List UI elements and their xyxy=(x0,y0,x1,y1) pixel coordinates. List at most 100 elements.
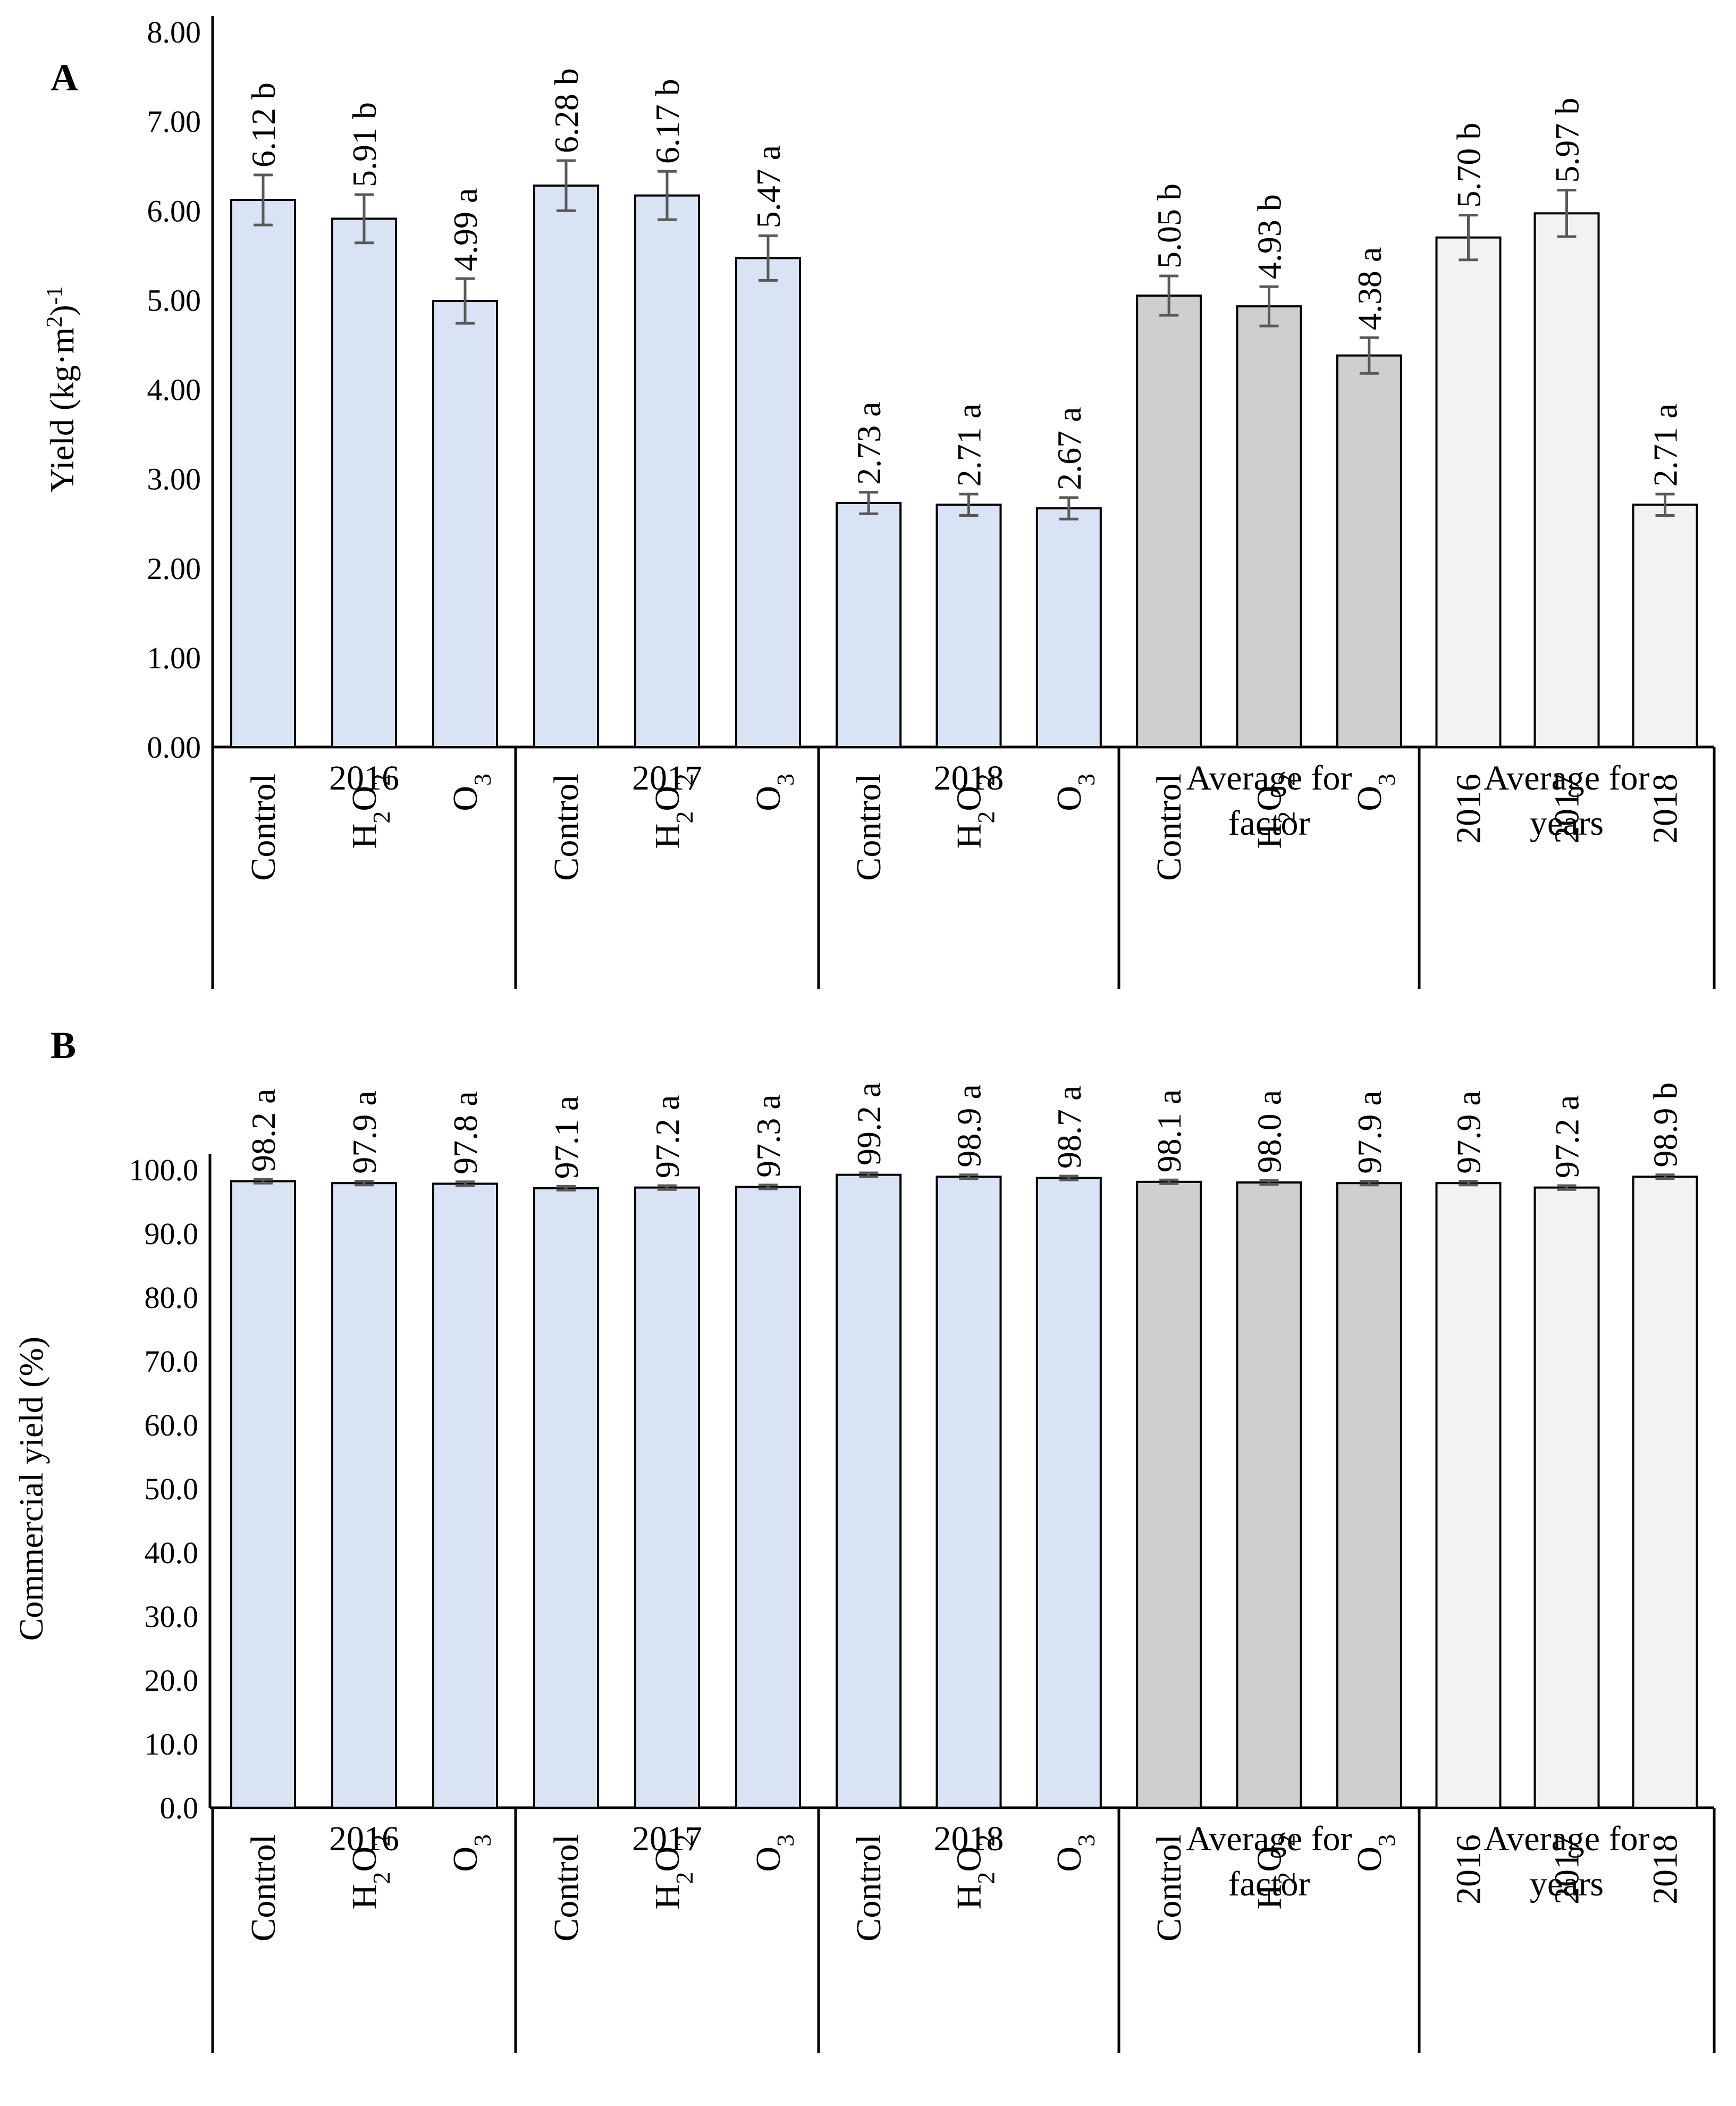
category-label: Control xyxy=(547,1834,586,1942)
category-label: H2O2 xyxy=(1250,1834,1300,1909)
data-label: 5.47 a xyxy=(749,145,787,228)
data-label: 98.9 b xyxy=(1647,1083,1684,1168)
group-label: 2017 xyxy=(632,759,702,798)
data-label: 97.1 a xyxy=(547,1096,585,1179)
data-label: 6.12 b xyxy=(245,82,282,167)
bar xyxy=(1632,1176,1698,1809)
bar xyxy=(1533,1186,1600,1809)
data-label: 5.05 b xyxy=(1150,183,1188,269)
bar xyxy=(533,184,599,748)
category-label: O3 xyxy=(749,1834,799,1872)
data-label: 97.9 a xyxy=(345,1090,383,1173)
bar xyxy=(735,257,801,748)
y-tick-label: 80.0 xyxy=(145,1280,199,1315)
data-label: 5.91 b xyxy=(345,102,383,187)
category-label: H2O2 xyxy=(345,774,395,849)
bar xyxy=(936,504,1002,748)
y-tick-label: 100.0 xyxy=(129,1153,199,1187)
y-tick-label: 50.0 xyxy=(145,1472,199,1506)
data-label: 5.70 b xyxy=(1450,123,1488,208)
panel-label: B xyxy=(50,1024,76,1067)
data-label: 2.71 a xyxy=(950,404,988,486)
y-tick-label: 5.00 xyxy=(147,283,201,317)
y-tick-label: 6.00 xyxy=(147,194,201,228)
data-label: 4.99 a xyxy=(446,188,484,271)
group-label: Average for xyxy=(1186,1819,1352,1858)
bar xyxy=(836,502,902,748)
group-label: 2017 xyxy=(632,1819,702,1858)
data-label: 98.2 a xyxy=(245,1089,282,1172)
data-label: 4.93 b xyxy=(1251,194,1288,279)
data-label: 97.3 a xyxy=(749,1094,787,1177)
category-label: O3 xyxy=(1050,774,1100,811)
bar xyxy=(1435,1182,1502,1809)
bar xyxy=(230,199,296,749)
bar xyxy=(1236,305,1302,748)
data-label: 2.67 a xyxy=(1050,407,1088,490)
category-label: H2O2 xyxy=(345,1834,395,1909)
y-tick-label: 30.0 xyxy=(145,1599,199,1634)
y-tick-label: 90.0 xyxy=(145,1216,199,1251)
category-label: Control xyxy=(244,774,283,881)
group-label: Average for xyxy=(1186,759,1352,798)
category-label: O3 xyxy=(1350,774,1400,811)
data-label: 98.1 a xyxy=(1150,1089,1188,1172)
bar xyxy=(432,300,498,748)
y-axis-label: Commercial yield (%) xyxy=(12,1337,50,1641)
bar xyxy=(634,194,700,749)
bar xyxy=(1035,507,1102,748)
category-label: O3 xyxy=(749,774,799,811)
bar xyxy=(836,1173,902,1809)
data-label: 97.9 a xyxy=(1450,1090,1488,1173)
bar xyxy=(1632,504,1698,748)
bar xyxy=(936,1176,1002,1809)
y-tick-label: 7.00 xyxy=(147,104,201,139)
group-label: factor xyxy=(1228,1865,1310,1903)
data-label: 97.2 a xyxy=(648,1095,686,1178)
y-tick-label: 60.0 xyxy=(145,1408,199,1442)
bar xyxy=(331,1182,397,1809)
group-label: years xyxy=(1530,1865,1604,1903)
category-label: H2O2 xyxy=(950,774,1000,849)
bar xyxy=(533,1187,599,1809)
data-label: 97.9 a xyxy=(1351,1090,1388,1173)
bar xyxy=(1136,1180,1202,1809)
panel-label: A xyxy=(50,56,78,99)
category-label: 2016 xyxy=(1450,774,1488,844)
bar xyxy=(230,1180,296,1809)
data-label: 99.2 a xyxy=(850,1083,888,1165)
category-label: H2O2 xyxy=(1250,774,1300,849)
bar xyxy=(634,1186,700,1809)
category-label: 2018 xyxy=(1646,774,1685,844)
category-label: O3 xyxy=(1050,1834,1100,1872)
data-label: 97.2 a xyxy=(1548,1095,1586,1178)
data-label: 98.0 a xyxy=(1251,1090,1288,1173)
category-label: 2016 xyxy=(1450,1834,1488,1904)
y-tick-label: 0.0 xyxy=(160,1791,199,1825)
y-tick-label: 70.0 xyxy=(145,1344,199,1379)
data-label: 97.8 a xyxy=(446,1091,484,1174)
group-label: 2016 xyxy=(329,1819,399,1858)
y-tick-label: 40.0 xyxy=(145,1536,199,1570)
category-label: 2017 xyxy=(1548,1834,1587,1904)
bar xyxy=(1236,1181,1302,1809)
y-tick-label: 2.00 xyxy=(147,551,201,586)
category-label: Control xyxy=(849,1834,888,1942)
category-label: Control xyxy=(1150,774,1189,881)
data-label: 5.97 b xyxy=(1548,98,1586,183)
data-label: 2.73 a xyxy=(850,401,888,484)
panel-b-commercial-yield-chart: B 0.0 10.0 20.0 30.0 40.0 50.0 60.0 70.0 80.0 90.0… xyxy=(12,1024,1716,2053)
group-label: years xyxy=(1530,804,1604,843)
group-label: 2018 xyxy=(934,1819,1004,1858)
data-label: 6.17 b xyxy=(648,79,686,164)
bar xyxy=(1035,1177,1102,1809)
category-label: 2017 xyxy=(1548,774,1587,844)
y-tick-label: 1.00 xyxy=(147,641,201,675)
category-label: Control xyxy=(849,774,888,881)
y-tick-label: 0.00 xyxy=(147,730,201,765)
category-label: H2O2 xyxy=(950,1834,1000,1909)
y-tick-label: 4.00 xyxy=(147,373,201,407)
panel-a-yield-chart: A 0.00 1.00 2.00 3.00 4.00 5.00 6.00 7.00 8.00 Yie… xyxy=(43,15,1716,989)
group-label: factor xyxy=(1228,804,1310,843)
